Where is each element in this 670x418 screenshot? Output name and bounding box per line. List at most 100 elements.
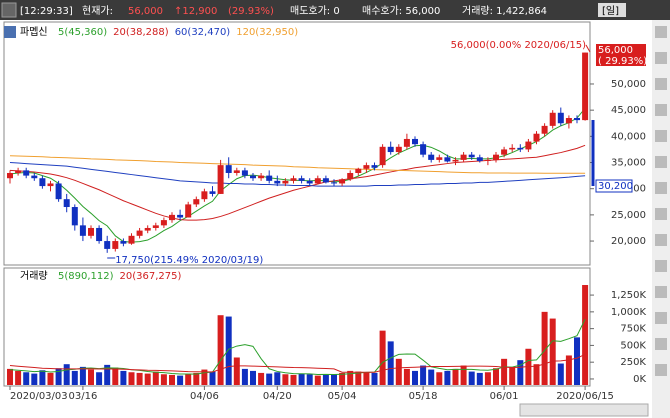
volume-bar xyxy=(96,372,103,385)
candle-body xyxy=(509,147,516,150)
y-tick-label: 500K xyxy=(620,340,646,351)
volume-bar xyxy=(7,368,13,385)
scrollbar[interactable] xyxy=(519,403,649,417)
volume-bar xyxy=(241,368,248,385)
volume-bar xyxy=(371,372,378,385)
candle-body xyxy=(339,179,346,184)
candle-body xyxy=(420,144,427,155)
ma-line xyxy=(9,155,586,174)
volume-bar xyxy=(112,367,119,385)
volume-bar xyxy=(428,369,435,385)
ma-line xyxy=(9,319,586,376)
candle-body xyxy=(169,214,175,221)
low-flag xyxy=(595,179,633,193)
price-panel xyxy=(3,21,591,266)
candle-body xyxy=(322,178,329,183)
volume-bar xyxy=(582,285,589,385)
candle-body xyxy=(160,220,167,226)
candle-body xyxy=(379,146,386,166)
volume-bar xyxy=(136,372,143,385)
candle-body xyxy=(120,241,127,244)
volume-bar xyxy=(501,358,508,385)
volume-bar xyxy=(541,311,548,385)
chart-icon[interactable] xyxy=(4,26,16,38)
candle-body xyxy=(185,204,192,218)
candle-body xyxy=(209,191,216,194)
volume-bar xyxy=(574,337,580,385)
candle-body xyxy=(403,138,410,147)
volume-bar xyxy=(444,370,451,385)
volume-bar xyxy=(185,373,192,385)
volume-bar xyxy=(533,364,540,385)
volume: 거래량: 1,422,864 xyxy=(462,5,547,17)
candle-body xyxy=(15,170,22,173)
y-tick-label: 750K xyxy=(620,324,646,335)
volume-bar xyxy=(233,357,240,385)
volume-bar xyxy=(355,371,362,385)
candle-body xyxy=(436,157,443,160)
x-tick-label: 05/04 xyxy=(328,391,357,402)
candle-body xyxy=(493,154,499,160)
volume-bar xyxy=(217,315,224,385)
menu-icon[interactable] xyxy=(1,2,17,18)
volume-bar xyxy=(331,374,337,385)
candle-body xyxy=(96,227,103,242)
candle-body xyxy=(476,157,483,161)
volume-bar xyxy=(144,373,151,385)
candle-body xyxy=(193,199,200,205)
candle-body xyxy=(582,52,589,121)
volume-bar xyxy=(15,370,22,385)
candle-body xyxy=(444,157,451,162)
candle-body xyxy=(452,159,459,162)
volume-bar xyxy=(120,370,127,385)
volume-bar xyxy=(403,368,410,385)
volume-bar xyxy=(274,372,281,385)
price-label: 현재가: xyxy=(82,5,113,17)
volume-bar xyxy=(201,369,208,385)
y-tick-label: 0K xyxy=(633,374,646,385)
volume-bar xyxy=(152,371,159,385)
tool-icon xyxy=(655,130,667,142)
candle-body xyxy=(274,180,281,184)
volume-bar xyxy=(412,370,418,385)
legend-entry: 20(367,275) xyxy=(120,271,182,282)
x-tick-label: 05/18 xyxy=(409,391,438,402)
tool-icon xyxy=(655,26,667,38)
candle-body xyxy=(266,175,273,181)
candle-body xyxy=(225,165,232,173)
volume-bar xyxy=(177,375,184,385)
volume-bar xyxy=(452,368,459,385)
tool-icon xyxy=(655,260,667,272)
y-tick-label: 45,000 xyxy=(611,105,646,116)
volume-bar xyxy=(484,372,491,385)
volume-bar xyxy=(339,372,346,385)
period: [일] xyxy=(602,5,619,17)
candle-body xyxy=(290,178,297,181)
candle-body xyxy=(71,207,78,226)
tool-icon xyxy=(655,312,667,324)
time: [12:29:33] xyxy=(20,6,73,17)
volume-bar xyxy=(104,364,111,385)
price-flag xyxy=(596,44,646,66)
volume-bar xyxy=(290,374,297,385)
candle-body xyxy=(412,138,418,145)
tool-icon xyxy=(655,52,667,64)
candle-body xyxy=(541,125,548,134)
volume-bar xyxy=(468,371,475,385)
period-button[interactable] xyxy=(598,3,626,17)
candle-body xyxy=(136,230,143,236)
legend-entry: 120(32,950) xyxy=(236,27,298,38)
tool-icon xyxy=(655,234,667,246)
y-tick-label: 40,000 xyxy=(611,131,646,142)
price-flag-text: ( 29.93%) xyxy=(598,56,647,67)
candle-body xyxy=(88,227,94,236)
low-flag-text: 30,200 xyxy=(598,181,633,192)
volume-bar xyxy=(169,374,175,385)
volume-bar xyxy=(39,370,46,385)
candle-body xyxy=(282,180,289,184)
candle-body xyxy=(250,175,256,179)
candle-body xyxy=(258,175,265,179)
candle-body xyxy=(31,175,38,179)
